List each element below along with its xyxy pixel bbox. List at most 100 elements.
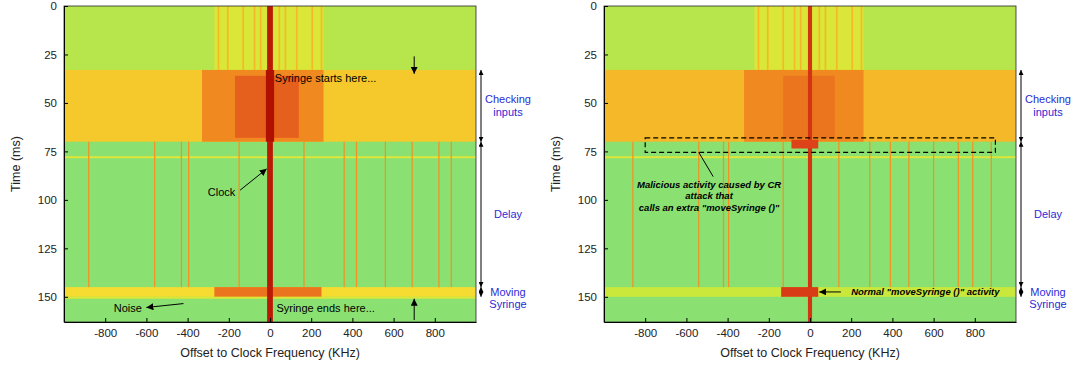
y-tick: 75 xyxy=(584,146,608,158)
heatmap-cell xyxy=(227,6,229,70)
span-label: Checkinginputs xyxy=(485,93,531,118)
x-tick-mark xyxy=(352,318,353,322)
heatmap-cell xyxy=(385,142,386,287)
heatmap-cell xyxy=(632,142,633,287)
y-tick-label: 50 xyxy=(44,97,57,109)
y-tick-label: 0 xyxy=(51,0,57,12)
y-tick: 125 xyxy=(578,243,608,255)
x-tick-mark xyxy=(270,318,271,322)
heatmap-cell xyxy=(890,142,891,287)
annotation-box xyxy=(645,138,995,153)
x-tick-mark xyxy=(934,318,935,322)
heatmap-cell xyxy=(344,142,345,287)
x-tick-label: -800 xyxy=(94,327,117,339)
annotation-arrow xyxy=(240,169,267,190)
y-tick-mark xyxy=(604,248,608,249)
x-tick-mark xyxy=(311,318,312,322)
x-tick-label: -600 xyxy=(675,327,698,339)
x-tick: -200 xyxy=(218,318,241,339)
x-tick-label: 600 xyxy=(925,327,944,339)
heatmap-cell xyxy=(266,70,274,142)
x-tick: -400 xyxy=(717,318,740,339)
y-tick-label: 75 xyxy=(44,146,57,158)
plot-frame xyxy=(604,6,1016,322)
heatmap-cell xyxy=(836,6,838,70)
heatmap-cell xyxy=(744,70,863,142)
y-tick: 25 xyxy=(584,49,608,61)
span-label-line: Syringe xyxy=(489,298,526,310)
y-tick-mark xyxy=(64,103,68,104)
x-tick: 800 xyxy=(426,318,445,339)
heatmap-cell xyxy=(728,142,729,287)
x-tick: 600 xyxy=(925,318,944,339)
y-tick: 150 xyxy=(38,291,68,303)
heatmap-cell xyxy=(238,142,239,287)
x-tick-mark xyxy=(769,318,770,322)
y-tick-mark xyxy=(64,6,68,7)
x-tick: 600 xyxy=(385,318,404,339)
heatmap-cell xyxy=(154,142,155,287)
y-axis: 0255075100125150 xyxy=(578,0,608,322)
x-tick-label: 400 xyxy=(883,327,902,339)
x-tick-label: -800 xyxy=(634,327,657,339)
y-tick: 0 xyxy=(51,0,68,12)
heatmap-cell xyxy=(991,142,992,287)
y-axis-title: Time (ms) xyxy=(549,136,563,192)
x-tick: -600 xyxy=(135,318,158,339)
x-tick: 200 xyxy=(302,318,321,339)
x-axis: -800-600-400-2000200400600800 xyxy=(605,318,1017,339)
annotations: Malicious activity caused by CRattack th… xyxy=(637,152,1000,297)
heatmap-cell xyxy=(604,6,1016,322)
span-label: MovingSyringe xyxy=(1029,286,1066,311)
y-tick-label: 100 xyxy=(38,194,57,206)
annotation-text: Malicious activity caused by CRattack th… xyxy=(637,179,781,213)
y-tick-mark xyxy=(64,151,68,152)
x-axis-line xyxy=(605,322,1017,323)
y-tick-label: 25 xyxy=(584,49,597,61)
x-tick-mark xyxy=(229,318,230,322)
annotation-text: Syringe starts here... xyxy=(275,72,377,84)
y-axis-line xyxy=(64,7,65,323)
y-tick: 150 xyxy=(578,291,608,303)
x-tick-mark xyxy=(975,318,976,322)
annotations: Syringe starts here...ClockNoiseSyringe … xyxy=(114,56,414,320)
span-label-line: inputs xyxy=(1033,106,1063,118)
y-tick: 100 xyxy=(38,194,68,206)
heatmap-cell xyxy=(958,142,959,287)
heatmap-cell xyxy=(260,6,262,70)
heatmap-cell xyxy=(254,6,256,70)
annotation-line: attack that xyxy=(685,190,733,201)
x-tick-mark xyxy=(105,318,106,322)
y-tick-label: 100 xyxy=(578,194,597,206)
heatmap-cell xyxy=(783,142,784,287)
x-tick: 400 xyxy=(883,318,902,339)
x-tick-mark xyxy=(892,318,893,322)
y-tick-label: 50 xyxy=(584,97,597,109)
x-tick-mark xyxy=(728,318,729,322)
x-tick-label: -600 xyxy=(135,327,158,339)
y-tick: 50 xyxy=(584,97,608,109)
y-tick-label: 25 xyxy=(44,49,57,61)
y-axis: 0255075100125150 xyxy=(38,0,68,322)
heatmap-cell xyxy=(851,6,853,70)
x-tick-mark xyxy=(394,318,395,322)
x-axis-title: Offset to Clock Frequency (KHz) xyxy=(180,346,360,360)
span-label: Delay xyxy=(1034,208,1063,220)
y-tick: 50 xyxy=(44,97,68,109)
heatmap-cells xyxy=(64,6,476,322)
annotation-leader xyxy=(699,152,713,176)
annotation-arrow xyxy=(414,299,415,320)
x-tick-mark xyxy=(435,318,436,322)
heatmap-cell xyxy=(782,6,784,70)
y-tick-mark xyxy=(604,54,608,55)
heatmap-cell xyxy=(781,287,818,297)
y-tick-mark xyxy=(604,200,608,201)
span-label-line: Moving xyxy=(1030,286,1065,298)
y-tick-label: 75 xyxy=(584,146,597,158)
heatmap-cell xyxy=(88,142,89,287)
x-tick-label: -200 xyxy=(758,327,781,339)
annotation-arrow xyxy=(819,291,841,292)
x-tick: 0 xyxy=(807,318,813,339)
heatmap-cell xyxy=(285,6,287,70)
annotation-text: Noise xyxy=(114,302,142,314)
